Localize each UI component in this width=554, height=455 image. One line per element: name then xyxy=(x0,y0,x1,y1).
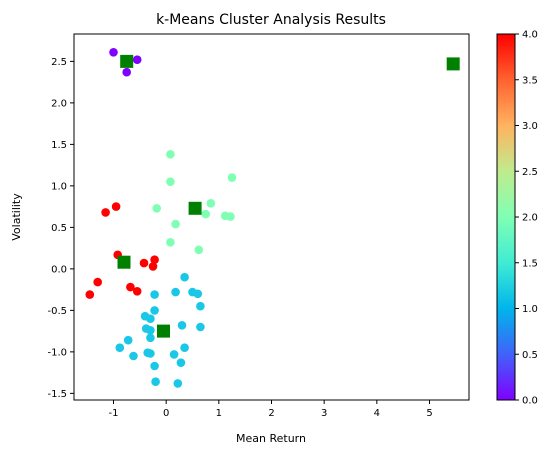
x-tick-label: 5 xyxy=(426,408,432,419)
y-tick-label: 2.5 xyxy=(51,57,67,68)
x-axis-label: Mean Return xyxy=(236,432,306,445)
data-point xyxy=(194,245,204,255)
data-point xyxy=(139,258,149,268)
y-tick-label: -0.5 xyxy=(47,306,67,317)
y-tick-label: 1.0 xyxy=(51,181,67,192)
data-point xyxy=(101,208,110,217)
data-point xyxy=(166,238,175,247)
data-point xyxy=(206,199,216,208)
x-tick-label: 1 xyxy=(216,408,222,419)
data-point xyxy=(180,272,189,282)
data-point xyxy=(176,358,186,368)
data-point xyxy=(196,301,205,311)
y-tick-label: -1.0 xyxy=(47,347,67,358)
data-point xyxy=(109,48,118,57)
colorbar-tick-label: 2.0 xyxy=(522,213,538,224)
y-tick-label: 0.0 xyxy=(51,264,67,275)
data-point xyxy=(132,287,142,296)
data-point xyxy=(193,289,203,299)
colorbar-tick-label: 3.5 xyxy=(522,75,538,86)
y-tick-label: 0.5 xyxy=(51,223,67,234)
colorbar xyxy=(496,33,516,401)
colorbar-tick-label: 0.5 xyxy=(522,350,538,361)
colorbar-tick-label: 3.0 xyxy=(522,121,538,132)
y-axis-label: Volatility xyxy=(10,193,23,241)
data-point xyxy=(227,173,237,182)
data-point xyxy=(122,67,131,77)
data-point xyxy=(201,209,210,219)
x-tick-label: -1 xyxy=(109,408,119,419)
data-point xyxy=(150,306,159,315)
x-tick-label: 0 xyxy=(163,408,169,419)
x-tick-label: 4 xyxy=(374,408,380,419)
data-point xyxy=(226,212,235,221)
data-point xyxy=(171,219,180,229)
data-point xyxy=(146,326,155,335)
plot-frame xyxy=(73,33,470,401)
data-point xyxy=(111,202,121,211)
centroid-marker xyxy=(446,57,460,71)
data-point xyxy=(151,377,160,387)
data-point xyxy=(146,349,155,358)
data-point xyxy=(166,177,175,186)
data-point xyxy=(148,262,158,271)
chart-title: k-Means Cluster Analysis Results xyxy=(156,12,386,28)
plot-marks xyxy=(85,48,460,388)
centroid-marker xyxy=(117,255,131,269)
data-point xyxy=(173,379,183,388)
data-point xyxy=(171,287,180,297)
centroid-marker xyxy=(157,324,170,338)
data-point xyxy=(93,277,102,287)
data-point xyxy=(129,351,138,361)
data-point xyxy=(146,314,155,324)
data-point xyxy=(180,343,189,353)
centroid-marker xyxy=(188,201,202,215)
data-point xyxy=(177,321,187,330)
colorbar-tick-label: 4.0 xyxy=(522,30,538,41)
colorbar-tick-label: 2.5 xyxy=(522,167,538,178)
data-point xyxy=(85,290,95,299)
data-point xyxy=(150,290,159,299)
data-point xyxy=(166,150,175,159)
y-axis-ticks: -1.5 -1.0 -0.5 0.0 0.5 1.0 1.5 2.0 2.5 xyxy=(47,57,74,400)
colorbar-tick-label: 1.0 xyxy=(522,304,538,315)
data-point xyxy=(123,335,133,345)
y-tick-label: -1.5 xyxy=(47,389,67,400)
data-point xyxy=(152,204,161,213)
colorbar-ticks: 0.0 0.5 1.0 1.5 2.0 2.5 3.0 3.5 4.0 xyxy=(515,30,538,407)
data-point xyxy=(115,343,125,353)
data-point xyxy=(196,322,205,332)
data-point xyxy=(126,282,135,292)
data-point xyxy=(169,350,179,359)
y-tick-label: 2.0 xyxy=(51,98,67,109)
colorbar-tick-label: 0.0 xyxy=(522,396,538,407)
data-point xyxy=(150,361,159,371)
y-tick-label: 1.5 xyxy=(51,140,67,151)
data-point xyxy=(132,55,142,64)
colorbar-tick-label: 1.5 xyxy=(522,258,538,269)
data-point xyxy=(150,255,159,264)
centroid-marker xyxy=(120,54,134,68)
x-tick-label: 2 xyxy=(268,408,274,419)
data-point xyxy=(146,333,155,343)
x-axis-ticks: -1 0 1 2 3 4 5 xyxy=(109,400,433,419)
x-tick-label: 3 xyxy=(321,408,327,419)
